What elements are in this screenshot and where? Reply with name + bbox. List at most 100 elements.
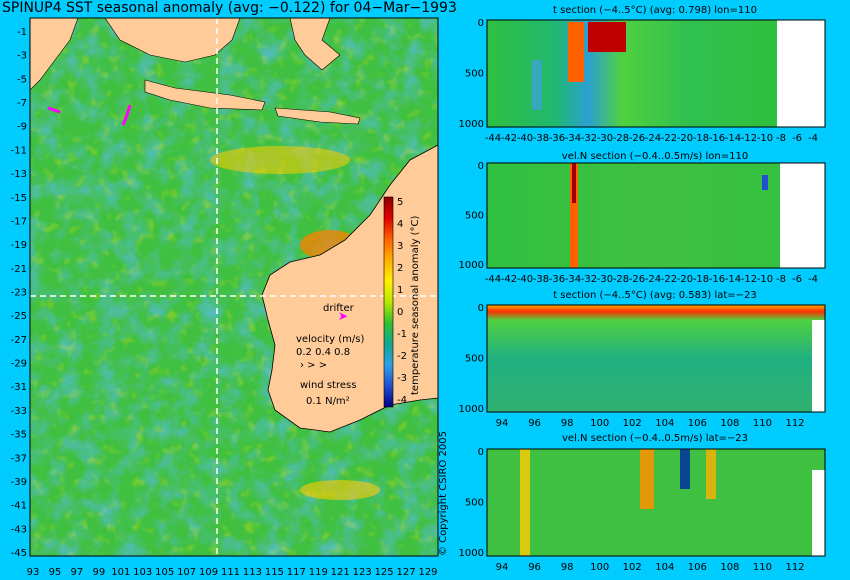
panel-4-veln-section-lat-23 bbox=[486, 448, 826, 557]
panel-x-tick-label: -6 bbox=[792, 133, 802, 144]
drifter-track-west bbox=[47, 106, 61, 114]
panel-4-frame bbox=[486, 448, 826, 557]
map-lon-tick-label: 111 bbox=[221, 567, 240, 578]
map-lat-tick-label: -39 bbox=[11, 477, 27, 488]
panel-x-tick-label: 110 bbox=[753, 562, 772, 573]
panel-x-tick-label: -14 bbox=[725, 133, 741, 144]
map-legend: drifter ➤ velocity (m/s) 0.2 0.4 0.8 › >… bbox=[296, 303, 364, 407]
wind-legend-value: 0.1 N/m² bbox=[306, 396, 350, 407]
panel-y-tick-label: 1000 bbox=[459, 404, 484, 415]
colorbar-tick-label: 3 bbox=[397, 241, 403, 252]
sst-anomaly-map[interactable]: -1-3-5-7-9-11-13-15-17-19-21-23-25-27-29… bbox=[0, 0, 440, 580]
panel-4-field bbox=[487, 449, 825, 556]
colorbar-tick-label: 1 bbox=[397, 285, 403, 296]
panel-x-tick-label: -32 bbox=[581, 274, 597, 285]
land-australia bbox=[261, 144, 438, 433]
panel-3-missing-data bbox=[812, 320, 825, 412]
drifter-track-east bbox=[121, 104, 132, 126]
panel-x-tick-label: 104 bbox=[655, 418, 674, 429]
panel-x-tick-label: -10 bbox=[757, 133, 773, 144]
panel-x-tick-label: -28 bbox=[613, 274, 629, 285]
panel-x-tick-label: -12 bbox=[741, 133, 757, 144]
panel-x-tick-label: -40 bbox=[517, 274, 533, 285]
panel-x-tick-label: -22 bbox=[661, 133, 677, 144]
panel-y-tick-label: 1000 bbox=[459, 260, 484, 271]
colorbar-tick-label: -3 bbox=[397, 373, 407, 384]
panel-x-tick-label: -36 bbox=[549, 133, 565, 144]
panel-1-missing-data bbox=[777, 20, 825, 127]
panel-3-field bbox=[487, 305, 825, 412]
colorbar-tick-label: -2 bbox=[397, 351, 407, 362]
panel-2-cold-streak bbox=[762, 175, 768, 190]
panel-1-hot-core bbox=[588, 22, 626, 52]
map-lat-tick-label: -17 bbox=[11, 216, 27, 227]
drifter-legend-icon: ➤ bbox=[338, 309, 348, 323]
panel-x-tick-label: -18 bbox=[693, 133, 709, 144]
panel-4-cold-column bbox=[680, 449, 690, 489]
panel-x-tick-label: -12 bbox=[741, 274, 757, 285]
panel-x-tick-label: 94 bbox=[496, 562, 509, 573]
colorbar-gradient bbox=[383, 196, 394, 408]
velocity-legend-values: 0.2 0.4 0.8 bbox=[296, 347, 350, 358]
panel-x-tick-label: -30 bbox=[597, 133, 613, 144]
warm-patch-north bbox=[210, 146, 350, 174]
map-lon-tick-label: 99 bbox=[92, 567, 105, 578]
panel-x-tick-label: 98 bbox=[561, 418, 574, 429]
panel-x-tick-label: -36 bbox=[549, 274, 565, 285]
panel-2-veln-section-lon110 bbox=[486, 162, 826, 269]
panel-x-tick-label: 102 bbox=[623, 418, 642, 429]
map-lat-tick-label: -41 bbox=[11, 501, 27, 512]
panel-x-tick-label: -32 bbox=[581, 133, 597, 144]
panel-x-tick-label: 106 bbox=[688, 418, 707, 429]
panel-x-tick-label: -38 bbox=[533, 274, 549, 285]
land-java bbox=[144, 79, 266, 111]
page-title: SPINUP4 SST seasonal anomaly (avg: −0.12… bbox=[2, 0, 457, 16]
map-lat-tick-label: -25 bbox=[11, 311, 27, 322]
panel-x-tick-label: -4 bbox=[808, 274, 818, 285]
panel-x-tick-label: -28 bbox=[613, 133, 629, 144]
panel-x-tick-label: -16 bbox=[709, 133, 725, 144]
panel-y-tick-label: 1000 bbox=[459, 548, 484, 559]
colorbar-tick-label: 4 bbox=[397, 219, 403, 230]
map-lat-tick-label: -1 bbox=[17, 27, 27, 38]
map-lat-axis: -1 -3 -5 -7 -9 -11 -13 -15 -17 -19 -21 -23 -25 -27 -29… bbox=[11, 27, 27, 559]
panel-x-tick-label: -8 bbox=[776, 274, 786, 285]
panel-3-frame bbox=[486, 304, 826, 413]
panel-x-tick-label: -8 bbox=[776, 133, 786, 144]
land-sulawesi bbox=[289, 18, 341, 71]
panel-4-warm-column-center bbox=[640, 449, 654, 509]
panel-1-field bbox=[487, 20, 825, 127]
panel-x-tick-label: 108 bbox=[720, 562, 739, 573]
panel-x-tick-label: 98 bbox=[561, 562, 574, 573]
panel-x-tick-label: -40 bbox=[517, 133, 533, 144]
panel-y-tick-label: 500 bbox=[465, 498, 484, 509]
colorbar-ticks: 5 4 3 2 1 0 -1 -2 -3 -4 bbox=[397, 197, 407, 406]
panel-1-frame bbox=[486, 19, 826, 128]
map-lon-tick-label: 113 bbox=[243, 567, 262, 578]
map-lon-tick-label: 101 bbox=[111, 567, 130, 578]
panel-x-tick-label: -42 bbox=[501, 133, 517, 144]
panel-x-tick-label: 112 bbox=[785, 418, 804, 429]
panel-x-tick-label: 104 bbox=[655, 562, 674, 573]
panel-2-frame bbox=[486, 162, 826, 269]
colorbar: 5 4 3 2 1 0 -1 -2 -3 -4 temperature seasonal anom… bbox=[383, 196, 421, 408]
panel-x-tick-label: -42 bbox=[501, 274, 517, 285]
velocity-arrows-icon: › > > bbox=[300, 360, 327, 371]
map-lat-tick-label: -21 bbox=[11, 264, 27, 275]
map-lat-tick-label: -45 bbox=[11, 548, 27, 559]
panel-x-tick-label: -26 bbox=[629, 133, 645, 144]
velocity-legend-title: velocity (m/s) bbox=[296, 334, 364, 345]
map-lat-tick-label: -3 bbox=[17, 51, 27, 62]
panel-3-t-section-lat-23 bbox=[486, 304, 826, 413]
panel-x-tick-label: 96 bbox=[528, 562, 541, 573]
panel-x-tick-label: 100 bbox=[590, 562, 609, 573]
map-field bbox=[30, 18, 438, 556]
map-lon-tick-label: 117 bbox=[287, 567, 306, 578]
map-lat-tick-label: -7 bbox=[17, 98, 27, 109]
panel-x-tick-label: 112 bbox=[785, 562, 804, 573]
map-lon-tick-label: 107 bbox=[177, 567, 196, 578]
map-lat-tick-label: -31 bbox=[11, 382, 27, 393]
panel-x-tick-label: 94 bbox=[496, 418, 509, 429]
drifter-legend-label: drifter bbox=[323, 303, 355, 314]
